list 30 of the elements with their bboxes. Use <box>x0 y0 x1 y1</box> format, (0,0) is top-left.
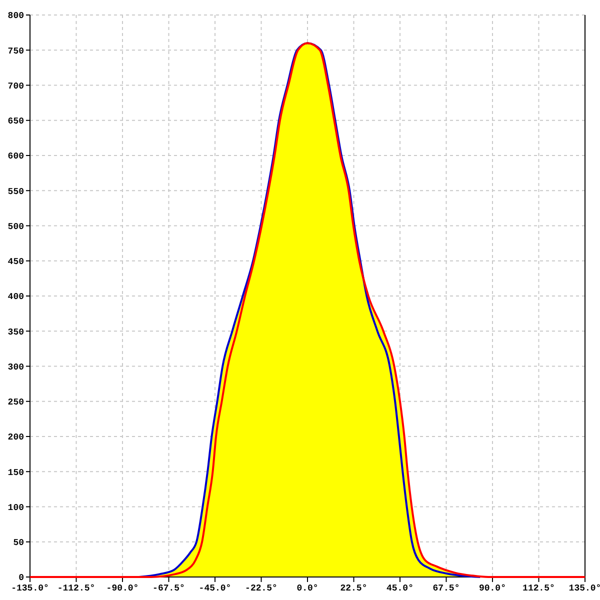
x-tick-label: 135.0° <box>568 583 600 594</box>
y-tick-label: 450 <box>8 257 24 268</box>
y-tick-label: 0 <box>18 573 24 584</box>
y-tick-label: 200 <box>8 432 24 443</box>
y-tick-label: 550 <box>8 186 24 197</box>
y-tick-label: 600 <box>8 152 24 162</box>
y-tick-label: 800 <box>8 11 24 22</box>
x-tick-label: 112.5° <box>522 583 555 594</box>
y-tick-label: 500 <box>8 222 24 232</box>
y-tick-label: 400 <box>8 292 24 302</box>
y-tick-label: 700 <box>8 81 24 92</box>
x-tick-label: -45.0° <box>198 583 232 594</box>
y-tick-label: 300 <box>8 362 24 372</box>
x-tick-label: 90.0° <box>478 583 506 594</box>
x-tick-label: -67.5° <box>152 583 185 594</box>
x-tick-label: -135.0° <box>11 583 49 594</box>
y-tick-label: 50 <box>13 538 24 548</box>
x-tick-label: 45.0° <box>386 583 414 594</box>
x-tick-label: 22.5° <box>340 583 368 594</box>
x-tick-label: 67.5° <box>432 583 460 594</box>
y-tick-label: 250 <box>8 398 24 408</box>
x-tick-label: 0.0° <box>296 583 318 594</box>
y-tick-label: 650 <box>8 116 24 127</box>
y-tick-label: 750 <box>8 46 24 56</box>
y-tick-label: 150 <box>8 468 24 478</box>
y-tick-label: 350 <box>8 327 24 338</box>
x-tick-label: -22.5° <box>245 583 278 594</box>
x-tick-label: -90.0° <box>106 583 139 594</box>
x-tick-label: -112.5° <box>57 583 96 594</box>
y-tick-label: 100 <box>8 502 24 513</box>
